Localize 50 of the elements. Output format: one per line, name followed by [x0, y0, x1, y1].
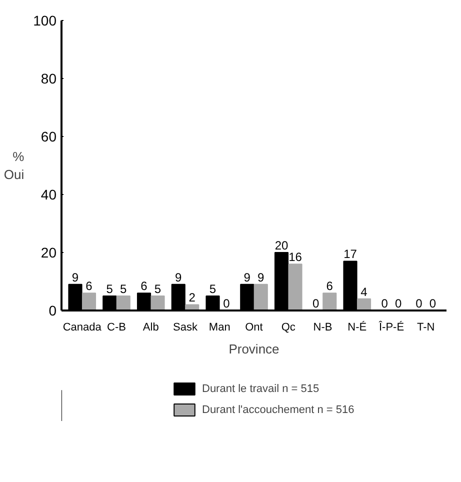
data-label: 0	[429, 296, 436, 310]
data-label: 9	[244, 270, 251, 284]
legend-label: Durant le travail n = 515	[202, 382, 320, 394]
data-label: 5	[154, 282, 162, 296]
data-label: 5	[120, 282, 128, 296]
bar	[288, 264, 302, 310]
data-label: 0	[395, 296, 402, 310]
data-label: 0	[223, 296, 230, 310]
data-label: 16	[288, 250, 302, 264]
y-axis-title: % Oui	[4, 149, 25, 182]
x-tick-label: Alb	[142, 322, 159, 334]
data-label: 9	[175, 270, 182, 284]
x-tick-label: C-B	[107, 322, 126, 334]
data-label: 17	[344, 247, 358, 262]
x-tick-label: N-É	[348, 320, 367, 334]
y-tick-label: 100	[33, 12, 57, 28]
x-tick-label: T-N	[417, 322, 435, 334]
data-label: 0	[312, 296, 320, 310]
y-tick-label: 80	[40, 70, 57, 86]
x-tick-label: Qc	[281, 322, 296, 334]
x-tick-label: Man	[208, 322, 230, 334]
x-tick-label: Canada	[62, 322, 102, 334]
x-tick-label: Î-P-É	[378, 320, 404, 334]
data-label: 2	[188, 290, 196, 305]
bar	[82, 292, 96, 310]
data-label: 5	[209, 282, 216, 296]
data-label: 5	[106, 282, 114, 296]
data-label: 0	[416, 296, 423, 310]
data-label: 9	[258, 270, 265, 284]
data-label: 9	[72, 270, 79, 284]
legend-label: Durant l'accouchement n = 516	[202, 404, 354, 416]
data-label: 4	[360, 284, 368, 299]
data-label: 6	[86, 279, 93, 294]
bar	[116, 296, 130, 310]
data-label: 6	[326, 279, 334, 294]
data-label: 0	[381, 296, 388, 310]
bar	[322, 292, 337, 310]
data-label: 6	[140, 279, 148, 294]
x-axis-title: Province	[228, 342, 280, 356]
bar	[254, 284, 268, 310]
bar	[150, 296, 165, 310]
y-tick-label: 0	[48, 302, 57, 318]
y-tick-label: 60	[40, 128, 57, 144]
bar	[356, 298, 372, 310]
y-tick-label: 20	[40, 244, 57, 260]
x-tick-label: N-B	[313, 322, 332, 334]
data-label: 20	[274, 238, 288, 252]
x-tick-label: Ont	[245, 322, 263, 334]
x-tick-label: Sask	[173, 322, 198, 334]
y-tick-label: 40	[40, 186, 57, 202]
